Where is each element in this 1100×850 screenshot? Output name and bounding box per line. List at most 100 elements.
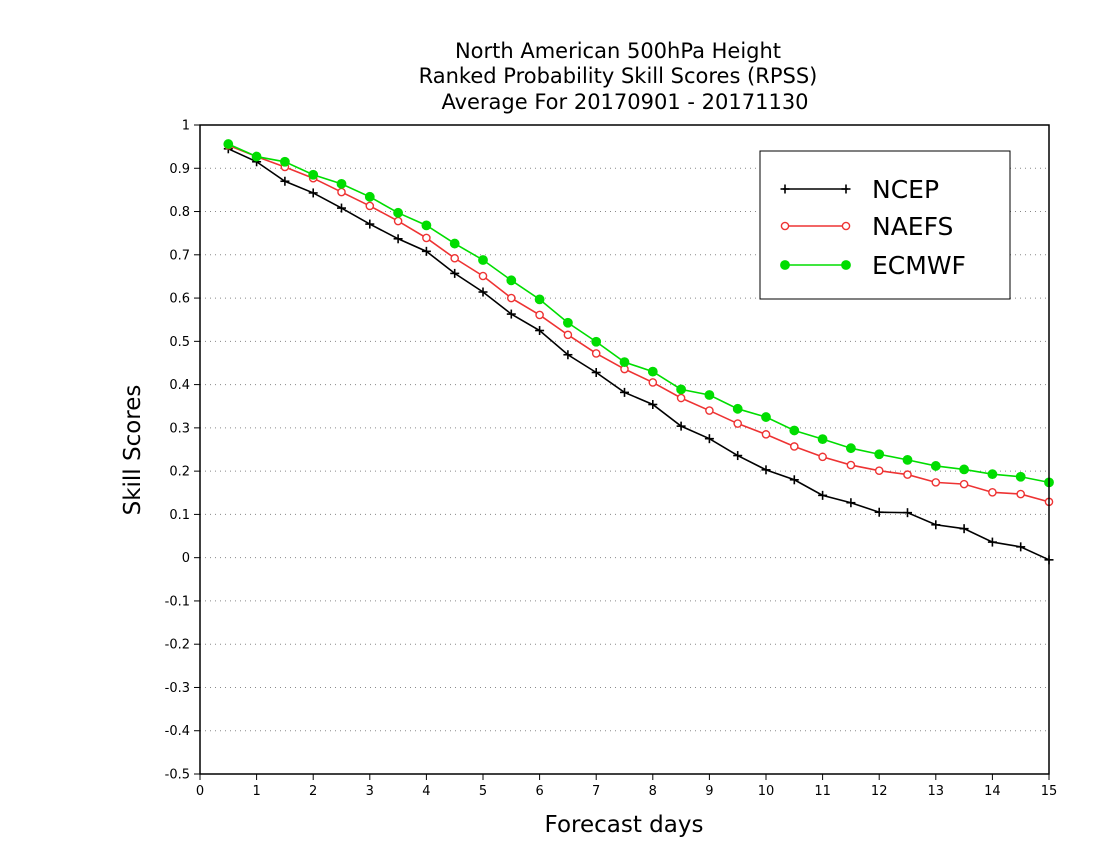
data-point-ecmwf xyxy=(789,425,800,436)
series-ncep xyxy=(223,144,1054,565)
chart-title: North American 500hPa Height Ranked Prob… xyxy=(419,39,818,114)
data-point-ecmwf xyxy=(223,139,234,149)
data-point-naefs xyxy=(648,378,658,387)
data-point-ecmwf xyxy=(336,178,347,189)
plot-frame xyxy=(199,124,1050,775)
data-point-naefs xyxy=(931,478,941,487)
data-point-ncep xyxy=(1016,542,1026,552)
data-point-ncep xyxy=(648,400,658,410)
data-point-ncep xyxy=(676,421,686,431)
data-series xyxy=(223,139,1054,565)
legend-label-ecmwf: ECMWF xyxy=(872,251,966,280)
data-point-naefs xyxy=(846,460,856,470)
data-point-ecmwf xyxy=(421,220,432,231)
data-point-naefs xyxy=(393,216,403,226)
x-tick-label: 0 xyxy=(196,784,204,799)
x-tick-label: 3 xyxy=(366,784,374,799)
data-point-ncep xyxy=(818,490,828,500)
data-point-ecmwf xyxy=(761,412,771,422)
series-line-ncep xyxy=(227,148,1050,561)
data-point-ncep xyxy=(761,465,771,475)
y-tick-label: 0.1 xyxy=(169,508,190,523)
data-point-ecmwf xyxy=(647,366,658,377)
data-point-naefs xyxy=(563,330,573,340)
data-point-naefs xyxy=(365,201,375,211)
data-point-ncep xyxy=(393,234,403,244)
data-point-ncep xyxy=(280,176,290,186)
legend-marker-ncep xyxy=(780,184,790,194)
y-axis-title: Skill Scores xyxy=(120,385,146,516)
data-point-ncep xyxy=(421,246,431,256)
data-point-ecmwf xyxy=(959,464,969,475)
data-point-ncep xyxy=(931,520,941,530)
data-point-naefs xyxy=(988,488,997,497)
data-point-ecmwf xyxy=(534,294,545,305)
x-tick-label: 9 xyxy=(705,784,713,799)
x-tick-label: 14 xyxy=(984,784,1001,799)
data-point-ncep xyxy=(308,188,318,198)
data-point-ecmwf xyxy=(563,317,573,328)
data-point-ecmwf xyxy=(704,390,715,400)
x-tick-label: 15 xyxy=(1041,784,1058,799)
data-point-ecmwf xyxy=(874,449,885,460)
data-point-ecmwf xyxy=(251,151,262,162)
x-tick-label: 1 xyxy=(252,784,260,799)
data-point-naefs xyxy=(903,470,912,479)
series-ecmwf xyxy=(223,139,1054,488)
data-point-naefs xyxy=(1016,489,1026,499)
data-point-naefs xyxy=(761,430,771,439)
data-point-ncep xyxy=(846,498,856,508)
y-tick-label: 0.2 xyxy=(169,465,190,480)
data-point-ecmwf xyxy=(619,357,630,368)
data-point-naefs xyxy=(591,349,601,358)
data-point-ncep xyxy=(337,203,346,213)
data-point-ncep xyxy=(903,508,912,518)
data-point-ncep xyxy=(478,287,488,297)
x-tick-label: 7 xyxy=(592,784,600,799)
data-point-ncep xyxy=(506,309,516,319)
data-point-naefs xyxy=(705,406,714,415)
legend-marker-ecmwf xyxy=(841,260,851,270)
y-tick-label: 0.9 xyxy=(169,162,190,177)
data-point-ncep xyxy=(535,326,545,336)
data-point-ecmwf xyxy=(308,169,319,180)
data-point-ecmwf xyxy=(987,469,998,480)
data-point-naefs xyxy=(676,393,686,403)
y-tick-label: -0.1 xyxy=(165,594,190,609)
x-tick-label: 2 xyxy=(309,784,317,799)
x-tick-label: 6 xyxy=(535,784,543,799)
title-line-2: Ranked Probability Skill Scores (RPSS) xyxy=(419,64,818,88)
x-tick-label: 8 xyxy=(649,784,657,799)
y-tick-label: 0.4 xyxy=(169,378,190,393)
data-point-ecmwf xyxy=(280,156,290,167)
y-tick-label: 1 xyxy=(182,119,190,134)
data-point-naefs xyxy=(422,233,431,243)
data-point-ecmwf xyxy=(817,434,828,445)
data-point-naefs xyxy=(790,442,799,451)
y-tick-label: -0.2 xyxy=(165,638,190,653)
data-point-naefs xyxy=(337,187,346,197)
legend-label-naefs: NAEFS xyxy=(872,212,953,241)
y-tick-label: -0.5 xyxy=(165,768,190,783)
x-tick-label: 4 xyxy=(422,784,430,799)
data-point-ncep xyxy=(591,367,601,377)
data-point-ncep xyxy=(365,219,375,229)
data-point-ncep xyxy=(450,268,460,278)
data-point-ncep xyxy=(563,350,573,360)
data-point-naefs xyxy=(818,452,827,462)
y-tick-label: -0.4 xyxy=(165,724,190,739)
y-axis: -0.5 -0.4 -0.3 -0.2 -0.1 0 0.1 0.2 0.3 0.4 0.5 0.6 0… xyxy=(165,119,200,783)
data-point-ncep xyxy=(620,387,629,397)
legend-marker-naefs xyxy=(780,221,790,231)
x-tick-label: 11 xyxy=(814,784,831,799)
y-tick-label: 0.8 xyxy=(169,205,190,220)
legend-marker-ncep xyxy=(841,184,851,194)
x-axis: 0 1 2 3 4 5 6 7 8 9 10 11 12 13 14 15 xyxy=(196,774,1057,799)
legend-item-ecmwf: ECMWF xyxy=(780,251,966,280)
y-tick-label: 0.5 xyxy=(169,335,190,350)
legend-item-ncep: NCEP xyxy=(780,175,939,204)
x-tick-label: 13 xyxy=(928,784,945,799)
data-point-ncep xyxy=(789,475,799,485)
legend-marker-naefs xyxy=(841,221,851,231)
x-axis-title: Forecast days xyxy=(545,812,704,838)
